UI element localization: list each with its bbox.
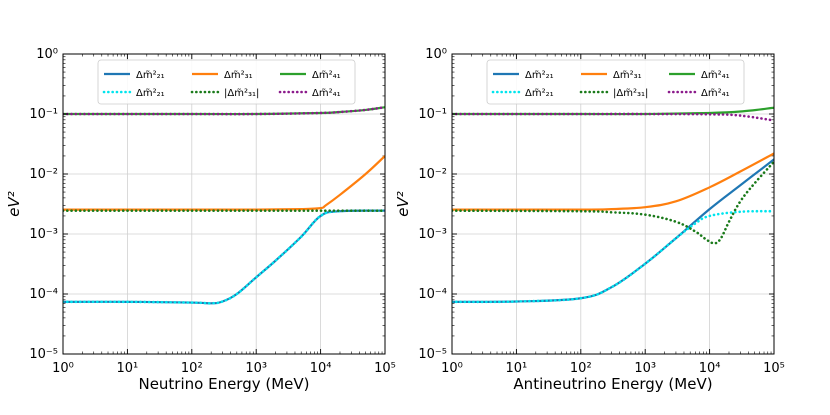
series-line-3 xyxy=(452,106,774,116)
y-tick-label: 10⁰ xyxy=(36,47,58,62)
chart-panel-1: 10⁰ 10¹ 10² 10³ 10⁴ 10⁵ 10⁻⁵ 10⁻⁴ 10⁻³ 10⁻² 10⁻¹ 10… xyxy=(5,47,396,393)
series-line-6 xyxy=(452,112,774,122)
y-axis-title: eV² xyxy=(394,191,412,217)
series-group xyxy=(452,106,774,304)
plot-frame xyxy=(451,53,775,355)
legend-label: |Δm̃²₃₁| xyxy=(613,87,648,99)
legend-label: |Δm̃²₃₁| xyxy=(224,87,259,99)
legend-box xyxy=(486,59,745,105)
y-tick-label: 10⁻⁵ xyxy=(418,347,447,362)
y-tick-label: 10⁰ xyxy=(425,47,447,62)
plot-frame xyxy=(62,53,386,355)
legend-label: Δm̃²₂₁ xyxy=(136,69,165,81)
x-axis-title: Antineutrino Energy (MeV) xyxy=(513,375,712,393)
y-tick-label: 10⁻⁴ xyxy=(29,287,58,302)
legend-label: Δm̃²₄₁ xyxy=(701,69,730,81)
x-tick-label: 10³ xyxy=(634,361,656,376)
series-line-1 xyxy=(63,209,385,305)
series-group xyxy=(63,105,385,305)
series-line-5 xyxy=(452,160,774,245)
series-line-3 xyxy=(63,106,385,116)
y-tick-label: 10⁻¹ xyxy=(418,107,447,122)
legend-label: Δm̃²₂₁ xyxy=(525,87,554,99)
x-axis-title: Neutrino Energy (MeV) xyxy=(138,375,309,393)
legend-label: Δm̃²₂₁ xyxy=(136,87,165,99)
x-tick-label: 10⁰ xyxy=(52,361,74,376)
legend-box xyxy=(97,59,356,105)
series-line-4 xyxy=(452,209,774,304)
series-line-2 xyxy=(63,155,385,211)
y-tick-label: 10⁻⁴ xyxy=(418,287,447,302)
series-line-4 xyxy=(63,209,385,305)
x-tick-label: 10⁴ xyxy=(310,361,332,376)
series-line-2 xyxy=(452,152,774,211)
x-tick-label: 10³ xyxy=(245,361,267,376)
legend: Δm̃²₂₁ Δm̃²₃₁ Δm̃²₄₁ Δm̃²₂₁ |Δm̃²₃₁| Δm̃²₄₁ xyxy=(486,59,745,105)
legend-label: Δm̃²₂₁ xyxy=(525,69,554,81)
y-tick-label: 10⁻³ xyxy=(418,227,447,242)
series-line-6 xyxy=(63,105,385,116)
legend-label: Δm̃²₃₁ xyxy=(613,69,642,81)
x-tick-label: 10² xyxy=(570,361,592,376)
y-tick-label: 10⁻² xyxy=(29,167,58,182)
x-tick-label: 10¹ xyxy=(117,361,139,376)
y-tick-label: 10⁻⁵ xyxy=(29,347,58,362)
x-tick-label: 10⁴ xyxy=(699,361,721,376)
legend-label: Δm̃²₃₁ xyxy=(224,69,253,81)
x-tick-label: 10² xyxy=(181,361,203,376)
legend-label: Δm̃²₄₁ xyxy=(312,87,341,99)
y-tick-label: 10⁻² xyxy=(418,167,447,182)
y-tick-label: 10⁻¹ xyxy=(29,107,58,122)
x-tick-label: 10⁵ xyxy=(763,361,785,376)
y-axis-title: eV² xyxy=(5,191,23,217)
x-tick-label: 10⁰ xyxy=(441,361,463,376)
x-tick-label: 10¹ xyxy=(506,361,528,376)
legend: Δm̃²₂₁ Δm̃²₃₁ Δm̃²₄₁ Δm̃²₂₁ |Δm̃²₃₁| Δm̃²₄₁ xyxy=(97,59,356,105)
x-tick-label: 10⁵ xyxy=(374,361,396,376)
y-tick-label: 10⁻³ xyxy=(29,227,58,242)
legend-label: Δm̃²₄₁ xyxy=(701,87,730,99)
legend-label: Δm̃²₄₁ xyxy=(312,69,341,81)
chart-panel-2: 10⁰ 10¹ 10² 10³ 10⁴ 10⁵ 10⁻⁵ 10⁻⁴ 10⁻³ 10⁻² 10⁻¹ 10… xyxy=(394,47,785,393)
series-line-1 xyxy=(452,158,774,303)
